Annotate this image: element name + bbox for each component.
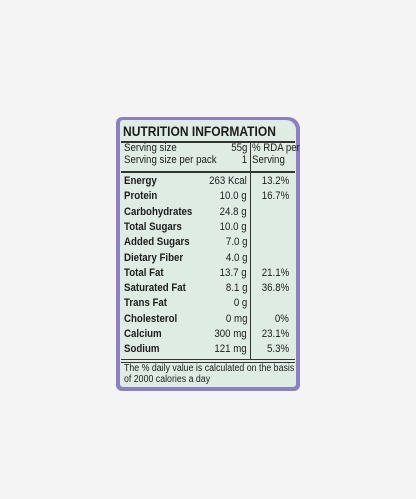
- nutrient-name: Dietary Fiber: [124, 251, 184, 264]
- nutrient-rda: 23.1%: [261, 328, 289, 340]
- serving-amount: 1: [241, 154, 247, 166]
- nutrient-amount: 13.7 g: [220, 266, 247, 279]
- nutrient-rda: 0%: [275, 312, 289, 325]
- nutrient-amount: 4.0 g: [225, 251, 247, 264]
- nutrient-amount: 8.1 g: [225, 282, 247, 295]
- nutrient-name: Carbohydrates: [124, 205, 193, 218]
- nutrient-name: Sodium: [124, 343, 160, 356]
- rule: [121, 171, 295, 173]
- nutrient-name: Calcium: [124, 328, 162, 340]
- nutrient-name: Protein: [124, 190, 158, 203]
- nutrient-rda: 13.2%: [261, 175, 289, 187]
- label-panel: [120, 120, 296, 387]
- nutrient-amount: 10.0 g: [220, 220, 247, 233]
- column-rule: [250, 142, 251, 360]
- title: NUTRITION INFORMATION: [123, 123, 276, 139]
- nutrient-rda: 16.7%: [261, 190, 289, 203]
- nutrient-name: Total Fat: [124, 266, 164, 279]
- serving-label: Serving size: [124, 142, 177, 154]
- nutrient-rda: 21.1%: [261, 266, 289, 279]
- rule: [121, 362, 295, 363]
- nutrient-name: Energy: [124, 175, 157, 187]
- nutrient-amount: 300 mg: [214, 328, 247, 340]
- nutrient-name: Total Sugars: [124, 220, 182, 233]
- nutrient-name: Saturated Fat: [124, 282, 186, 295]
- footnote: The % daily value is calculated on the b…: [124, 363, 295, 374]
- rda-header: % RDA per: [252, 142, 300, 154]
- nutrient-amount: 263 Kcal: [209, 175, 247, 187]
- rule: [121, 359, 295, 360]
- nutrient-amount: 10.0 g: [220, 190, 247, 203]
- serving-label: Serving size per pack: [124, 154, 217, 166]
- nutrient-name: Cholesterol: [124, 312, 178, 325]
- footnote: of 2000 calories a day: [124, 374, 211, 385]
- rule: [121, 141, 295, 143]
- nutrient-rda: 5.3%: [266, 343, 289, 356]
- nutrient-name: Trans Fat: [124, 297, 168, 310]
- nutrient-amount: 121 mg: [214, 343, 247, 356]
- serving-amount: 55g: [230, 142, 247, 154]
- nutrient-rda: 36.8%: [261, 282, 289, 295]
- nutrient-amount: 7.0 g: [225, 236, 247, 249]
- nutrient-name: Added Sugars: [124, 236, 190, 249]
- nutrient-amount: 24.8 g: [220, 205, 247, 218]
- nutrient-amount: 0 mg: [225, 312, 247, 325]
- nutrient-amount: 0 g: [233, 297, 247, 310]
- rda-header: Serving: [252, 154, 285, 166]
